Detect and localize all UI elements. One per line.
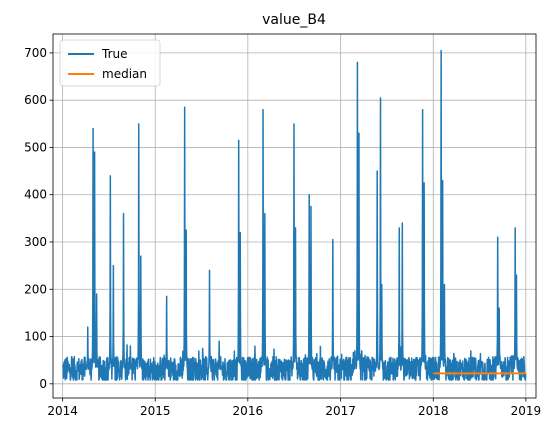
axis-ticks: 2014 2015 2016 2017 2018 2019 0 100 200 300 400 500… [24, 46, 541, 418]
legend-label: True [101, 47, 128, 61]
plot-frame [52, 33, 537, 399]
x-tick-label: 2015 [140, 404, 171, 418]
series-layer [61, 49, 527, 381]
y-tick-label: 700 [24, 46, 47, 60]
y-tick-label: 500 [24, 140, 47, 154]
y-tick-label: 600 [24, 93, 47, 107]
y-tick-label: 200 [24, 282, 47, 296]
y-tick-label: 400 [24, 188, 47, 202]
x-tick-label: 2018 [418, 404, 449, 418]
x-tick-label: 2016 [233, 404, 264, 418]
x-tick-label: 2019 [511, 404, 542, 418]
y-tick-label: 100 [24, 330, 47, 344]
series-line-true [61, 49, 527, 381]
legend: True median [59, 39, 161, 87]
x-tick-label: 2014 [47, 404, 78, 418]
y-tick-label: 0 [39, 377, 47, 391]
y-tick-label: 300 [24, 235, 47, 249]
x-tick-label: 2017 [325, 404, 356, 418]
legend-label: median [102, 67, 147, 81]
chart-title: value_B4 [262, 12, 326, 28]
